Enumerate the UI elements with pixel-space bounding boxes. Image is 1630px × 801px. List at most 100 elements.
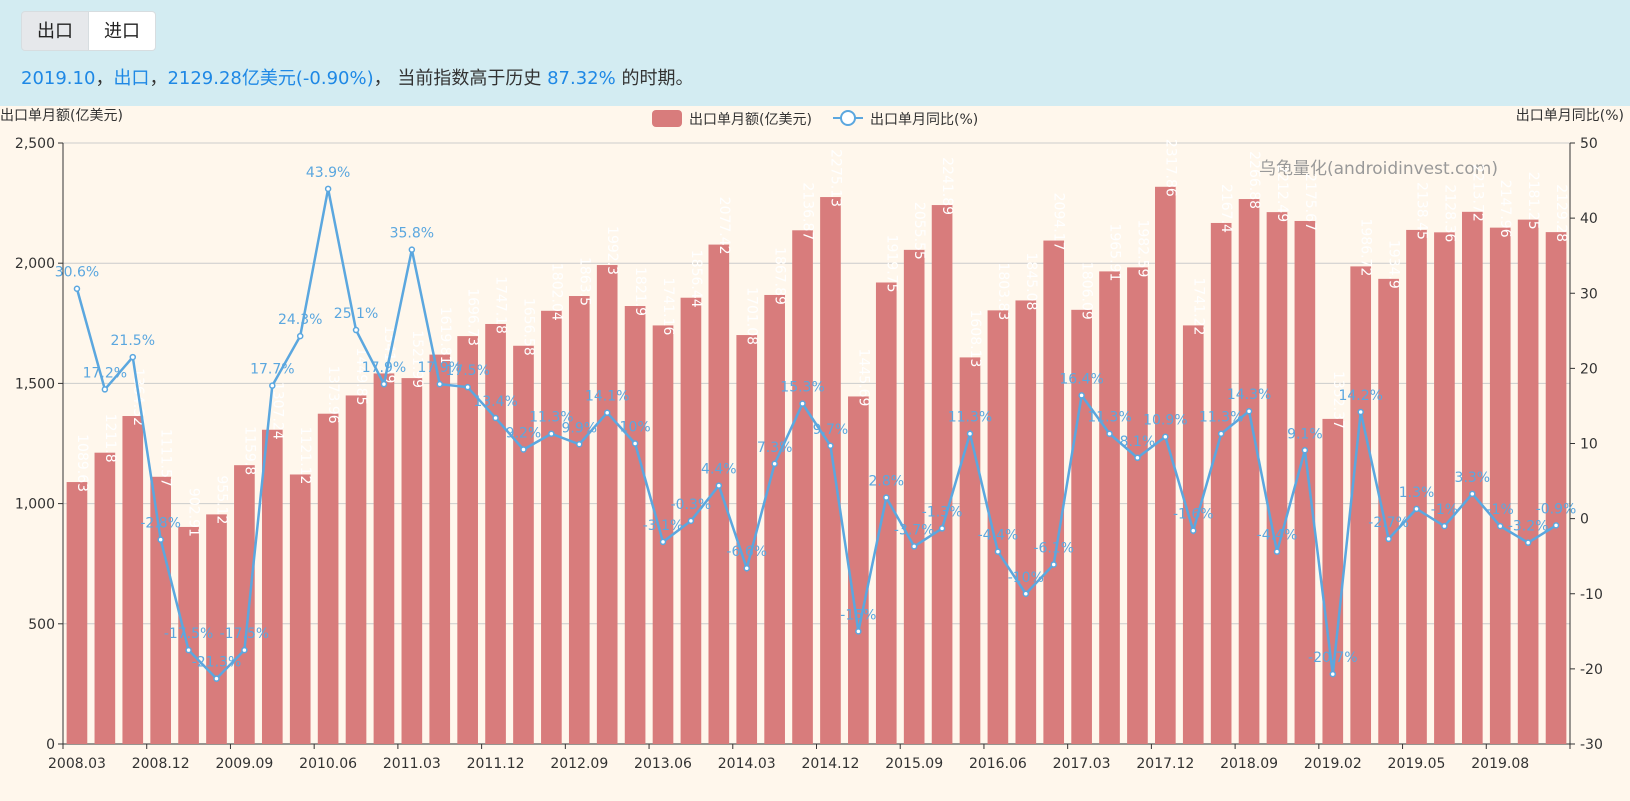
yoy-line (75, 188, 1557, 681)
yoy-label: -21.3% (192, 655, 242, 671)
yoy-point (1441, 522, 1448, 530)
yoy-point (269, 382, 276, 389)
y-left-axis-title: 出口单月额(亿美元) (0, 108, 123, 124)
bar-label: 1352.37 (1330, 371, 1346, 429)
bar-label: 1121.12 (297, 427, 313, 485)
bar-label: 1992.3 (604, 226, 620, 275)
yoy-point (296, 332, 304, 340)
summary-line: 2019.10，出口，2129.28亿美元(-0.90%)， 当前指数高于历史 … (21, 64, 693, 90)
legend-line-label: 出口单月同比(%) (870, 112, 978, 128)
yoy-point (101, 386, 109, 393)
x-tick-label: 2009.09 (215, 756, 273, 772)
bar-label: 1986.72 (1358, 218, 1374, 276)
bar (1406, 229, 1427, 744)
bar (1238, 199, 1260, 744)
yoy-label: 13.4% (473, 394, 517, 410)
x-tick-label: 2008.12 (132, 756, 190, 772)
yoy-label: 14.2% (1338, 388, 1382, 404)
yoy-label: 2.8% (868, 474, 904, 490)
yoy-label: -1% (1487, 502, 1514, 518)
bar-label: 1159.8 (241, 426, 257, 475)
yoy-point (883, 494, 890, 501)
bar-label: 2055.55 (911, 202, 927, 260)
yoy-label: 14.1% (585, 389, 629, 405)
bar (401, 378, 423, 744)
bar-label: 955.12 (213, 475, 229, 524)
bar (903, 249, 925, 745)
export-chart: 0 500 1,000 1,500 2,000 2,500 -30 -20 -10 0 10 20 30… (0, 108, 1624, 772)
y-right-tick-label: 20 (1580, 361, 1598, 377)
bar-label: 902.91 (186, 488, 202, 537)
bar (234, 465, 255, 744)
summary-value: 2129.28亿美元 (167, 68, 296, 89)
yoy-label: -0.9% (1536, 501, 1577, 517)
bar-label: 1656.58 (520, 298, 536, 356)
yoy-point (771, 460, 778, 468)
bar (1099, 271, 1120, 744)
yoy-point (827, 442, 834, 450)
legend-bar-swatch (652, 110, 682, 127)
yoy-point (687, 517, 695, 525)
bar-label: 1089.63 (74, 434, 90, 492)
yoy-label: 10% (620, 420, 651, 436)
bar (1043, 240, 1065, 745)
y-left-tick-label: 0 (46, 737, 55, 753)
yoy-point (1496, 522, 1504, 530)
bar (1266, 212, 1288, 744)
header-panel: 出口 进口 2019.10，出口，2129.28亿美元(-0.90%)， 当前指… (0, 0, 1630, 106)
legend-bar-label: 出口单月额(亿美元) (689, 112, 812, 128)
bar-label: 1806.09 (1079, 262, 1095, 320)
bar-label: 2275.13 (827, 149, 843, 207)
yoy-point (1329, 670, 1337, 678)
yoy-point (352, 326, 360, 334)
summary-change: (-0.90%) (295, 68, 374, 89)
yoy-point (938, 525, 946, 532)
bar-label: 1867.89 (772, 247, 788, 305)
yoy-point (1022, 590, 1030, 597)
bar-label: 1741.16 (660, 278, 676, 336)
bar-label: 2213.72 (1469, 164, 1485, 222)
bar (206, 514, 227, 744)
yoy-label: -0.3% (671, 497, 712, 513)
export-tab-button[interactable]: 出口 (21, 11, 89, 51)
yoy-label: -10% (1008, 570, 1044, 586)
yoy-point (1385, 535, 1392, 543)
yoy-point (994, 548, 1002, 555)
bar (1350, 266, 1372, 744)
bar-label: 1608.13 (967, 309, 983, 367)
yoy-label: 17.9% (418, 360, 462, 376)
bar (66, 482, 88, 744)
yoy-label: 14.3% (1227, 387, 1271, 403)
bar-label: 2167.4 (1218, 184, 1234, 233)
yoy-point (603, 409, 611, 416)
import-tab-button[interactable]: 进口 (89, 11, 156, 51)
yoy-point (520, 446, 527, 453)
yoy-point (1273, 548, 1281, 555)
bar (652, 325, 674, 744)
x-tick-label: 2013.06 (634, 756, 692, 772)
bar-label: 1619.81 (437, 307, 453, 365)
yoy-point (910, 543, 918, 550)
yoy-point (380, 380, 388, 388)
bar-label: 1696.73 (465, 288, 481, 346)
y-right-tick-label: 50 (1580, 136, 1598, 152)
summary-suffix: 的时期。 (621, 68, 694, 89)
bar-label: 1211.8 (102, 414, 118, 463)
yoy-label: 25.1% (334, 306, 378, 322)
bar-label: 1802.04 (548, 263, 564, 321)
summary-period: 2019.10 (21, 68, 96, 89)
yoy-point (799, 400, 806, 407)
x-tick-label: 2012.09 (550, 756, 608, 772)
yoy-label: 15.3% (780, 380, 824, 396)
bar-label: 1701.08 (744, 287, 760, 345)
yoy-label: -3.1% (643, 518, 684, 534)
bar (1127, 267, 1148, 744)
bar (848, 396, 869, 744)
yoy-point (324, 185, 332, 193)
yoy-label: 17.7% (250, 362, 294, 378)
yoy-point (1413, 505, 1420, 513)
bar (1434, 232, 1455, 744)
yoy-point (1162, 433, 1169, 440)
bar-label: 2094.17 (1051, 193, 1067, 251)
yoy-point (73, 285, 81, 292)
